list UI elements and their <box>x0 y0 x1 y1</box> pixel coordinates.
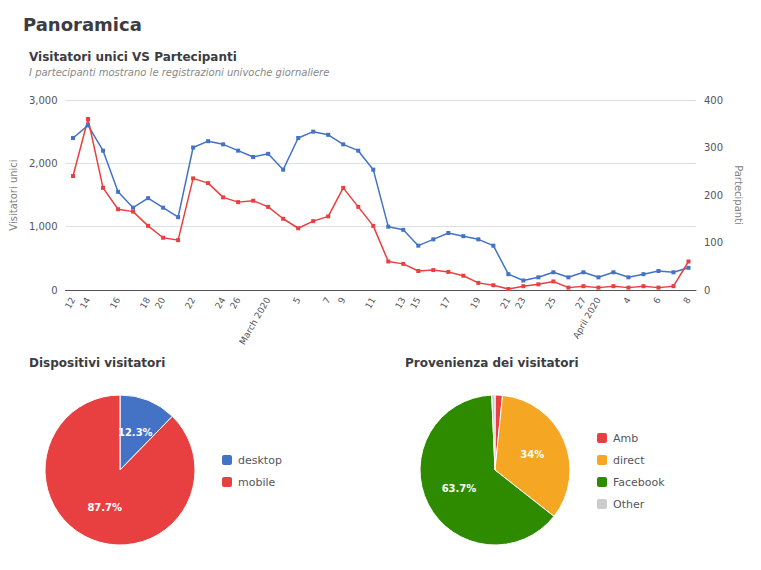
svg-text:27: 27 <box>573 295 587 310</box>
svg-text:2,000: 2,000 <box>29 158 58 169</box>
svg-text:direct: direct <box>613 454 645 467</box>
svg-text:desktop: desktop <box>238 454 282 467</box>
svg-text:5: 5 <box>291 295 303 305</box>
svg-text:13: 13 <box>393 295 407 310</box>
svg-text:63.7%: 63.7% <box>442 483 477 494</box>
svg-text:22: 22 <box>183 295 197 310</box>
svg-text:20: 20 <box>153 295 168 310</box>
svg-text:87.7%: 87.7% <box>87 502 122 513</box>
svg-text:400: 400 <box>704 95 723 106</box>
svg-text:15: 15 <box>408 295 422 310</box>
svg-text:12.3%: 12.3% <box>118 427 153 438</box>
svg-text:April 2020: April 2020 <box>571 295 603 340</box>
svg-text:Dispositivi visitatori: Dispositivi visitatori <box>29 356 165 370</box>
svg-text:14: 14 <box>78 295 93 310</box>
svg-text:Amb: Amb <box>613 432 638 445</box>
svg-text:11: 11 <box>363 295 377 310</box>
svg-text:26: 26 <box>228 295 243 310</box>
svg-text:8: 8 <box>681 295 693 305</box>
svg-text:25: 25 <box>543 295 557 310</box>
svg-text:4: 4 <box>621 295 633 305</box>
svg-text:200: 200 <box>704 190 723 201</box>
svg-text:18: 18 <box>138 295 153 310</box>
svg-text:Visitatori unici: Visitatori unici <box>8 159 19 230</box>
svg-text:1,000: 1,000 <box>29 221 58 232</box>
svg-text:17: 17 <box>438 295 452 310</box>
svg-text:6: 6 <box>651 295 663 305</box>
svg-text:300: 300 <box>704 142 723 153</box>
svg-text:34%: 34% <box>520 449 544 460</box>
svg-text:Provenienza dei visitatori: Provenienza dei visitatori <box>405 356 579 370</box>
svg-text:Visitatori unici VS Partecipan: Visitatori unici VS Partecipanti <box>29 50 237 64</box>
svg-text:Partecipanti: Partecipanti <box>733 165 744 225</box>
svg-text:23: 23 <box>513 295 527 310</box>
svg-text:24: 24 <box>213 295 228 310</box>
svg-text:March 2020: March 2020 <box>237 295 272 346</box>
svg-text:I partecipanti mostrano le reg: I partecipanti mostrano le registrazioni… <box>29 67 329 78</box>
svg-text:7: 7 <box>321 295 333 305</box>
svg-text:100: 100 <box>704 237 723 248</box>
svg-text:mobile: mobile <box>238 476 276 489</box>
svg-text:9: 9 <box>336 295 348 305</box>
svg-text:Panoramica: Panoramica <box>23 14 142 35</box>
svg-text:16: 16 <box>108 295 123 310</box>
svg-text:12: 12 <box>63 295 77 310</box>
svg-text:Facebook: Facebook <box>613 476 665 489</box>
svg-text:0: 0 <box>704 285 710 296</box>
svg-text:0: 0 <box>51 285 57 296</box>
svg-text:21: 21 <box>498 295 512 310</box>
svg-text:3,000: 3,000 <box>29 95 58 106</box>
svg-text:Other: Other <box>613 498 645 511</box>
svg-text:19: 19 <box>468 295 483 310</box>
